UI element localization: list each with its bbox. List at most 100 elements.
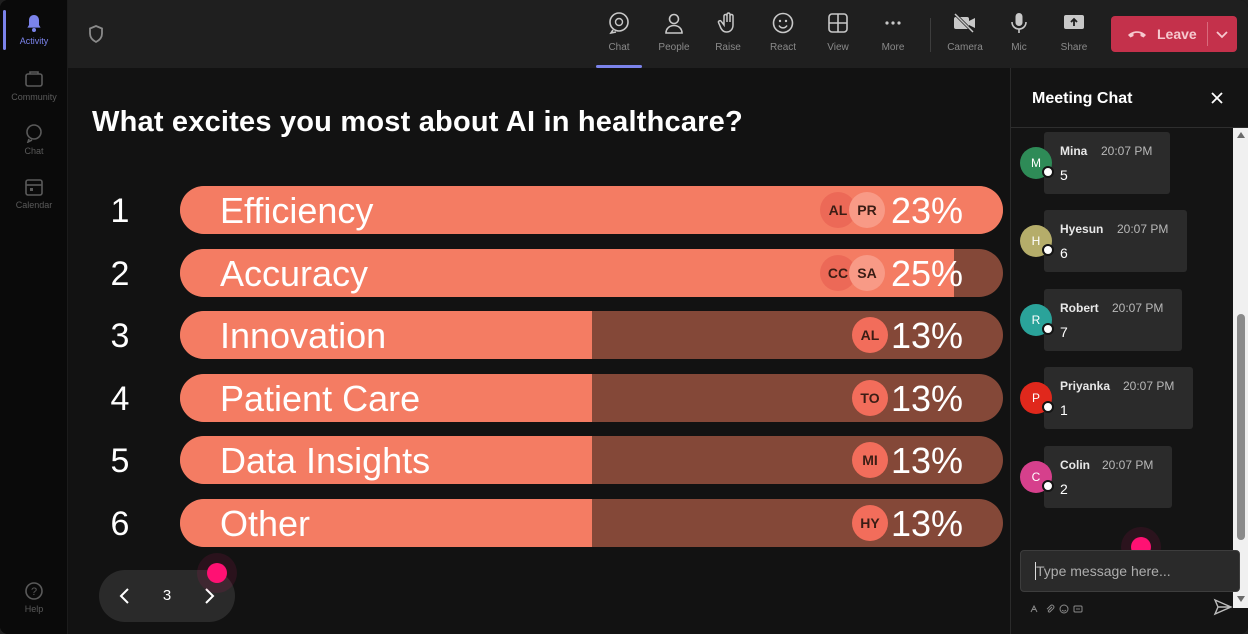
poll-option-row: 2 Accuracy CC SA 25% — [68, 248, 1010, 297]
camera-button[interactable]: Camera — [940, 8, 990, 64]
message-timestamp: 20:07 PM — [1101, 144, 1153, 158]
calendar-icon — [23, 176, 45, 198]
poll-option-bar: Patient Care TO 13% — [180, 373, 1003, 422]
poll-option-percent: 25% — [890, 252, 963, 294]
chat-message[interactable]: Mina 20:07 PM 5 — [1044, 132, 1170, 194]
scroll-down-arrow-icon[interactable] — [1237, 596, 1245, 602]
message-sender: Priyanka — [1060, 379, 1111, 393]
react-button[interactable]: React — [758, 8, 808, 64]
more-dots-icon — [880, 10, 906, 36]
emoji-icon[interactable] — [1059, 601, 1069, 614]
chat-message[interactable]: Priyanka 20:07 PM 1 — [1044, 367, 1193, 429]
format-icon[interactable] — [1030, 601, 1040, 613]
shield-icon[interactable] — [86, 24, 106, 44]
toolbar-divider — [930, 18, 931, 52]
chat-title: Meeting Chat — [1032, 90, 1133, 107]
chevron-right-icon[interactable] — [199, 586, 219, 606]
chevron-down-icon[interactable] — [1215, 28, 1229, 40]
share-button[interactable]: Share — [1049, 8, 1099, 64]
message-text: 5 — [1060, 167, 1068, 183]
chat-button[interactable]: Chat — [594, 8, 644, 68]
leave-label: Leave — [1157, 26, 1197, 42]
camera-label: Camera — [947, 42, 983, 53]
rail-item-help[interactable]: ? Help — [0, 572, 68, 624]
mic-button[interactable]: Mic — [994, 8, 1044, 64]
close-icon[interactable] — [1209, 90, 1225, 106]
app-rail: Activity Community Chat Calendar ? Help — [0, 0, 68, 634]
rail-item-community[interactable]: Community — [0, 60, 68, 112]
share-screen-icon — [1061, 10, 1087, 36]
chevron-left-icon[interactable] — [115, 586, 135, 606]
message-sender: Colin — [1060, 458, 1090, 472]
pointer-indicator — [207, 563, 227, 583]
mic-label: Mic — [1011, 42, 1027, 53]
chat-message[interactable]: Hyesun 20:07 PM 6 — [1044, 210, 1187, 272]
voter-avatar: HY — [852, 504, 888, 541]
raise-label: Raise — [715, 42, 741, 53]
rail-item-activity[interactable]: Activity — [0, 4, 68, 56]
poll-option-row: 6 Other HY 13% — [68, 498, 1010, 547]
more-button[interactable]: More — [868, 8, 918, 64]
chat-message[interactable]: Colin 20:07 PM 2 — [1044, 446, 1172, 508]
attach-icon[interactable] — [1045, 601, 1055, 613]
message-sender: Robert — [1060, 301, 1099, 315]
presence-status-icon — [1042, 166, 1054, 178]
chat-label: Chat — [608, 42, 630, 53]
presence-status-icon — [1042, 401, 1054, 413]
microphone-icon — [1006, 10, 1032, 36]
phone-hangup-icon — [1127, 27, 1147, 41]
rail-item-calendar[interactable]: Calendar — [0, 168, 68, 220]
poll-option-fill — [180, 436, 592, 484]
poll-option-bar: Accuracy CC SA 25% — [180, 248, 1003, 297]
message-text: 7 — [1060, 324, 1068, 340]
message-input[interactable] — [1021, 551, 1239, 591]
gif-icon[interactable] — [1073, 601, 1083, 613]
send-icon[interactable] — [1213, 598, 1233, 616]
poll-option-rank: 6 — [110, 504, 130, 543]
poll-option-fill — [180, 498, 592, 547]
presence-status-icon — [1042, 323, 1054, 335]
message-timestamp: 20:07 PM — [1117, 222, 1169, 236]
poll-option-row: 3 Innovation AL 13% — [68, 311, 1010, 359]
poll-question: What excites you most about AI in health… — [92, 106, 743, 138]
poll-option-percent: 23% — [890, 190, 963, 231]
rail-item-chat[interactable]: Chat — [0, 114, 68, 166]
people-label: People — [658, 42, 690, 53]
raise-hand-button[interactable]: Raise — [703, 8, 753, 64]
leave-button[interactable]: Leave — [1111, 16, 1237, 52]
chat-message-list: Mina 20:07 PM 5 M Hyesun 20:07 PM 6 H Robert 20:0… — [1011, 128, 1233, 608]
scroll-up-arrow-icon[interactable] — [1237, 132, 1245, 138]
poll-option-rank: 4 — [110, 379, 130, 418]
chat-compose-box[interactable] — [1020, 550, 1240, 592]
message-timestamp: 20:07 PM — [1123, 379, 1175, 393]
chat-message[interactable]: Robert 20:07 PM 7 — [1044, 289, 1182, 351]
rail-label: Help — [24, 604, 44, 614]
poll-option-fill — [180, 311, 592, 359]
meeting-toolbar: Chat People Raise React View — [68, 0, 1248, 68]
scroll-thumb[interactable] — [1237, 314, 1245, 540]
chat-scrollbar[interactable] — [1233, 128, 1248, 608]
poll-option-percent: 13% — [890, 377, 963, 419]
poll-option-row: 1 Efficiency AL PR 23% — [68, 186, 1010, 234]
poll-option-row: 4 Patient Care TO 13% — [68, 373, 1010, 422]
meeting-chat-panel: Meeting Chat Mina 20:07 PM 5 M Hyesun 20:07 P… — [1010, 68, 1248, 634]
message-text: 1 — [1060, 402, 1068, 418]
bell-icon — [23, 12, 45, 34]
poll-option-label: Patient Care — [220, 377, 421, 419]
people-button[interactable]: People — [649, 8, 699, 64]
view-button[interactable]: View — [813, 8, 863, 64]
poll-option-bar: Innovation AL 13% — [180, 311, 1003, 359]
poll-option-rank: 2 — [110, 254, 130, 293]
poll-option-bar: Other HY 13% — [180, 498, 1003, 547]
voter-avatar: AL — [852, 317, 888, 353]
voter-avatar: PR — [849, 192, 885, 228]
grid-view-icon — [825, 10, 851, 36]
poll-option-label: Other — [220, 502, 311, 544]
presence-status-icon — [1042, 244, 1054, 256]
view-label: View — [827, 42, 849, 53]
poll-option-label: Accuracy — [220, 252, 369, 294]
poll-stage: What excites you most about AI in health… — [68, 68, 1010, 634]
poll-option-fill — [180, 373, 592, 422]
avatar[interactable]: H — [1020, 225, 1052, 257]
